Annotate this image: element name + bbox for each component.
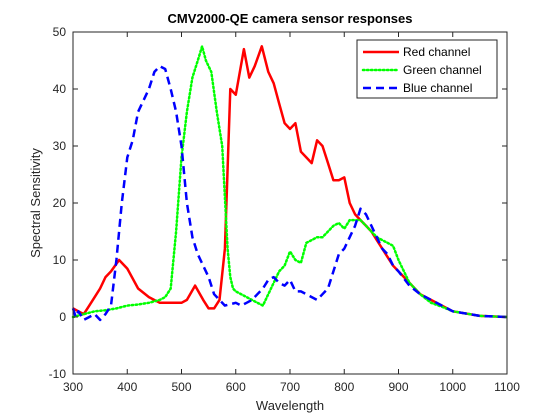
x-tick-label: 400	[117, 380, 137, 394]
x-axis-label: Wavelength	[256, 398, 324, 413]
y-tick-label: 0	[59, 310, 66, 324]
series-line-1	[71, 45, 509, 319]
y-tick-label: 40	[53, 82, 67, 96]
legend-label: Red channel	[403, 45, 470, 59]
x-tick-label: 1000	[439, 380, 466, 394]
y-tick-label: -10	[49, 367, 67, 381]
legend-label: Green channel	[403, 63, 482, 77]
legend-label: Blue channel	[403, 81, 472, 95]
x-tick-label: 500	[171, 380, 191, 394]
series-layer	[71, 45, 509, 322]
x-tick-label: 1100	[494, 380, 520, 394]
y-tick-label: 20	[53, 196, 67, 210]
chart-title: CMV2000-QE camera sensor responses	[168, 11, 413, 26]
y-tick-label: 50	[53, 25, 67, 39]
series-line-2	[71, 64, 508, 322]
y-tick-label: 10	[53, 253, 67, 267]
x-tick-label: 800	[334, 380, 354, 394]
x-tick-label: 900	[388, 380, 408, 394]
x-tick-label: 300	[63, 380, 83, 394]
y-axis-label: Spectral Sensitivity	[28, 148, 43, 258]
x-tick-label: 700	[280, 380, 300, 394]
x-tick-label: 600	[226, 380, 246, 394]
ticks: 300 400 500 600 700 800 900 1000 1100 -10 0 10 20 30 4…	[49, 25, 521, 394]
legend: Red channel Green channel Blue channel	[356, 39, 498, 99]
y-tick-label: 30	[53, 139, 67, 153]
